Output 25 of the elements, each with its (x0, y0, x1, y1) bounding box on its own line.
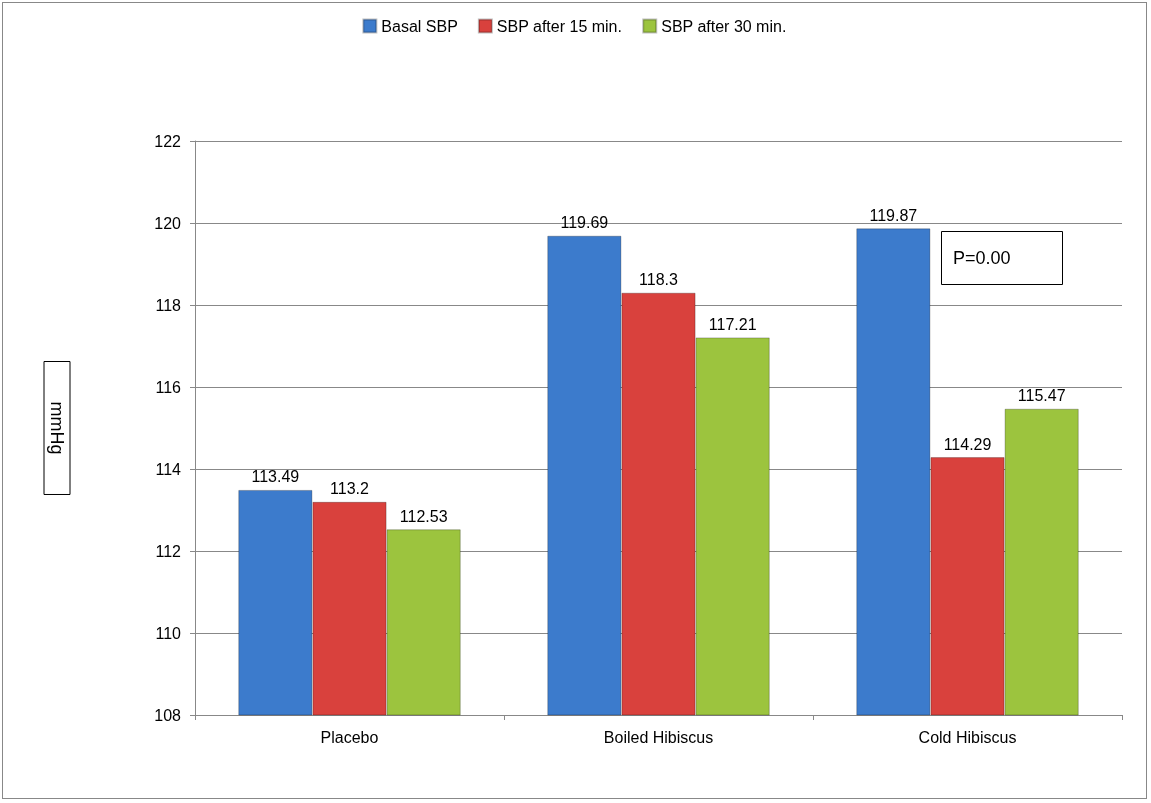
annotation: P=0.00 (953, 248, 1011, 268)
data-label: 117.21 (708, 315, 757, 333)
x-tick-label: Placebo (320, 728, 379, 746)
y-tick-label: 120 (154, 214, 182, 232)
data-label: 113.2 (330, 480, 370, 498)
legend-label: SBP after 30 min. (661, 17, 787, 35)
y-tick-label: 118 (155, 296, 182, 314)
y-tick-label: 110 (155, 624, 182, 642)
data-label: 112.53 (399, 507, 448, 525)
legend-label: Basal SBP (381, 17, 458, 35)
data-label: 114.29 (943, 435, 992, 453)
y-tick-label: 122 (154, 132, 182, 150)
legend-label: SBP after 15 min. (496, 17, 622, 35)
y-tick-label: 112 (155, 542, 182, 560)
data-label: 113.49 (251, 468, 300, 486)
data-label: 118.3 (639, 271, 679, 289)
y-tick-label: 114 (155, 460, 182, 478)
data-label: 119.69 (560, 214, 609, 232)
x-tick-label: Cold Hibiscus (918, 728, 1017, 746)
y-axis-title: mmHg (47, 401, 67, 455)
data-label: 119.87 (869, 206, 918, 224)
y-tick-label: 116 (155, 378, 182, 396)
data-label: 115.47 (1017, 387, 1066, 405)
x-tick-label: Boiled Hibiscus (603, 728, 714, 746)
y-tick-label: 108 (154, 706, 182, 724)
